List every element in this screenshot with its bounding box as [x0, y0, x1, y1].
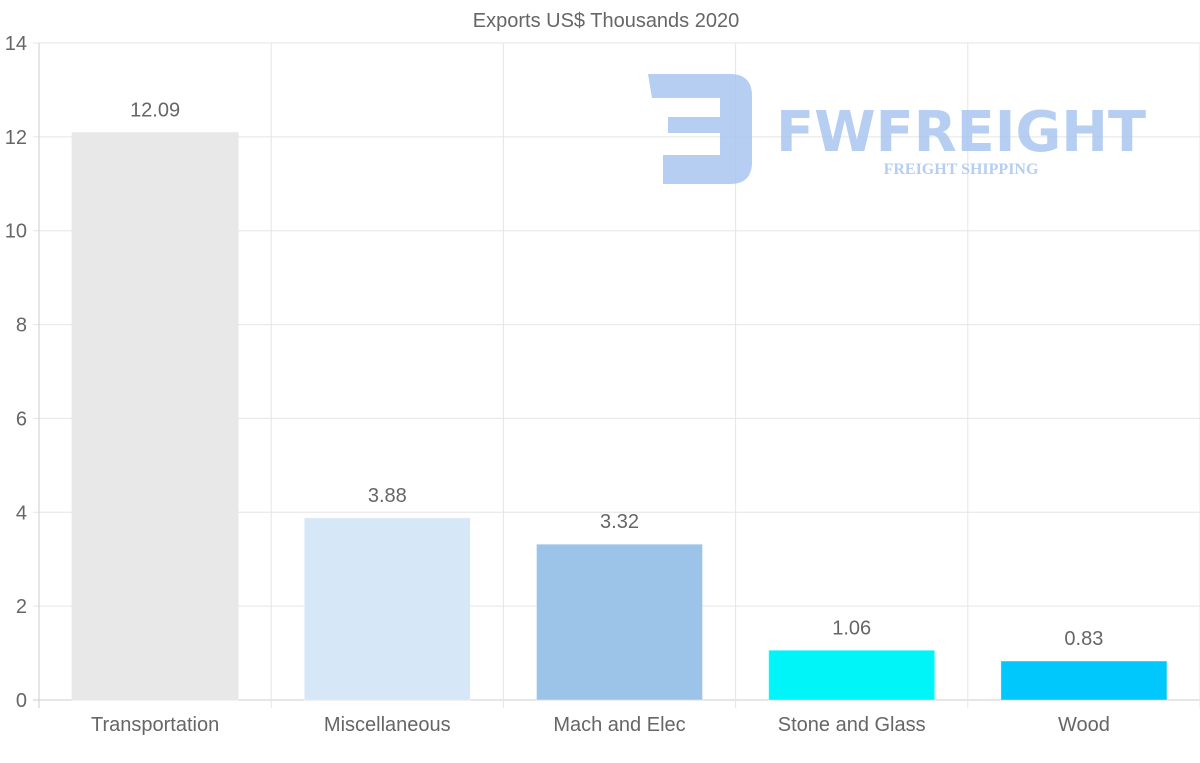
bar-transportation: [71, 132, 239, 701]
data-label: 3.88: [368, 485, 407, 507]
y-tick-label: 10: [5, 221, 27, 243]
y-tick-label: 8: [16, 315, 27, 337]
bar-stone-and-glass: [768, 649, 936, 701]
y-tick-label: 2: [16, 596, 27, 618]
y-tick-label: 6: [16, 408, 27, 430]
axes: 0 2 4 6 8 10 12 14 Transportation Miscellaneous Ma…: [5, 33, 1110, 736]
x-tick-label: Transportation: [91, 714, 219, 736]
logo-mark-icon: [648, 74, 752, 184]
bars: 12.09 3.88 3.32 1.06 0.83: [71, 100, 1168, 701]
x-tick-label: Miscellaneous: [324, 714, 451, 736]
bar-mach-and-elec: [536, 543, 703, 701]
watermark-tagline: FREIGHT SHIPPING: [884, 161, 1039, 178]
x-tick-label: Wood: [1058, 714, 1110, 736]
y-tick-label: 0: [16, 690, 27, 712]
watermark-brand: FWFREIGHT: [776, 100, 1146, 165]
bar-wood: [1000, 660, 1168, 701]
chart-title: Exports US$ Thousands 2020: [473, 10, 739, 32]
y-tick-label: 14: [5, 33, 27, 55]
data-label: 1.06: [832, 617, 871, 639]
watermark-logo: FWFREIGHT FREIGHT SHIPPING: [648, 74, 1146, 184]
data-label: 0.83: [1064, 628, 1103, 650]
x-tick-label: Stone and Glass: [778, 714, 926, 736]
bar-miscellaneous: [303, 517, 471, 701]
y-tick-label: 4: [16, 502, 27, 524]
y-tick-label: 12: [5, 127, 27, 149]
data-label: 3.32: [600, 511, 639, 533]
x-tick-label: Mach and Elec: [553, 714, 685, 736]
data-label: 12.09: [130, 100, 180, 122]
